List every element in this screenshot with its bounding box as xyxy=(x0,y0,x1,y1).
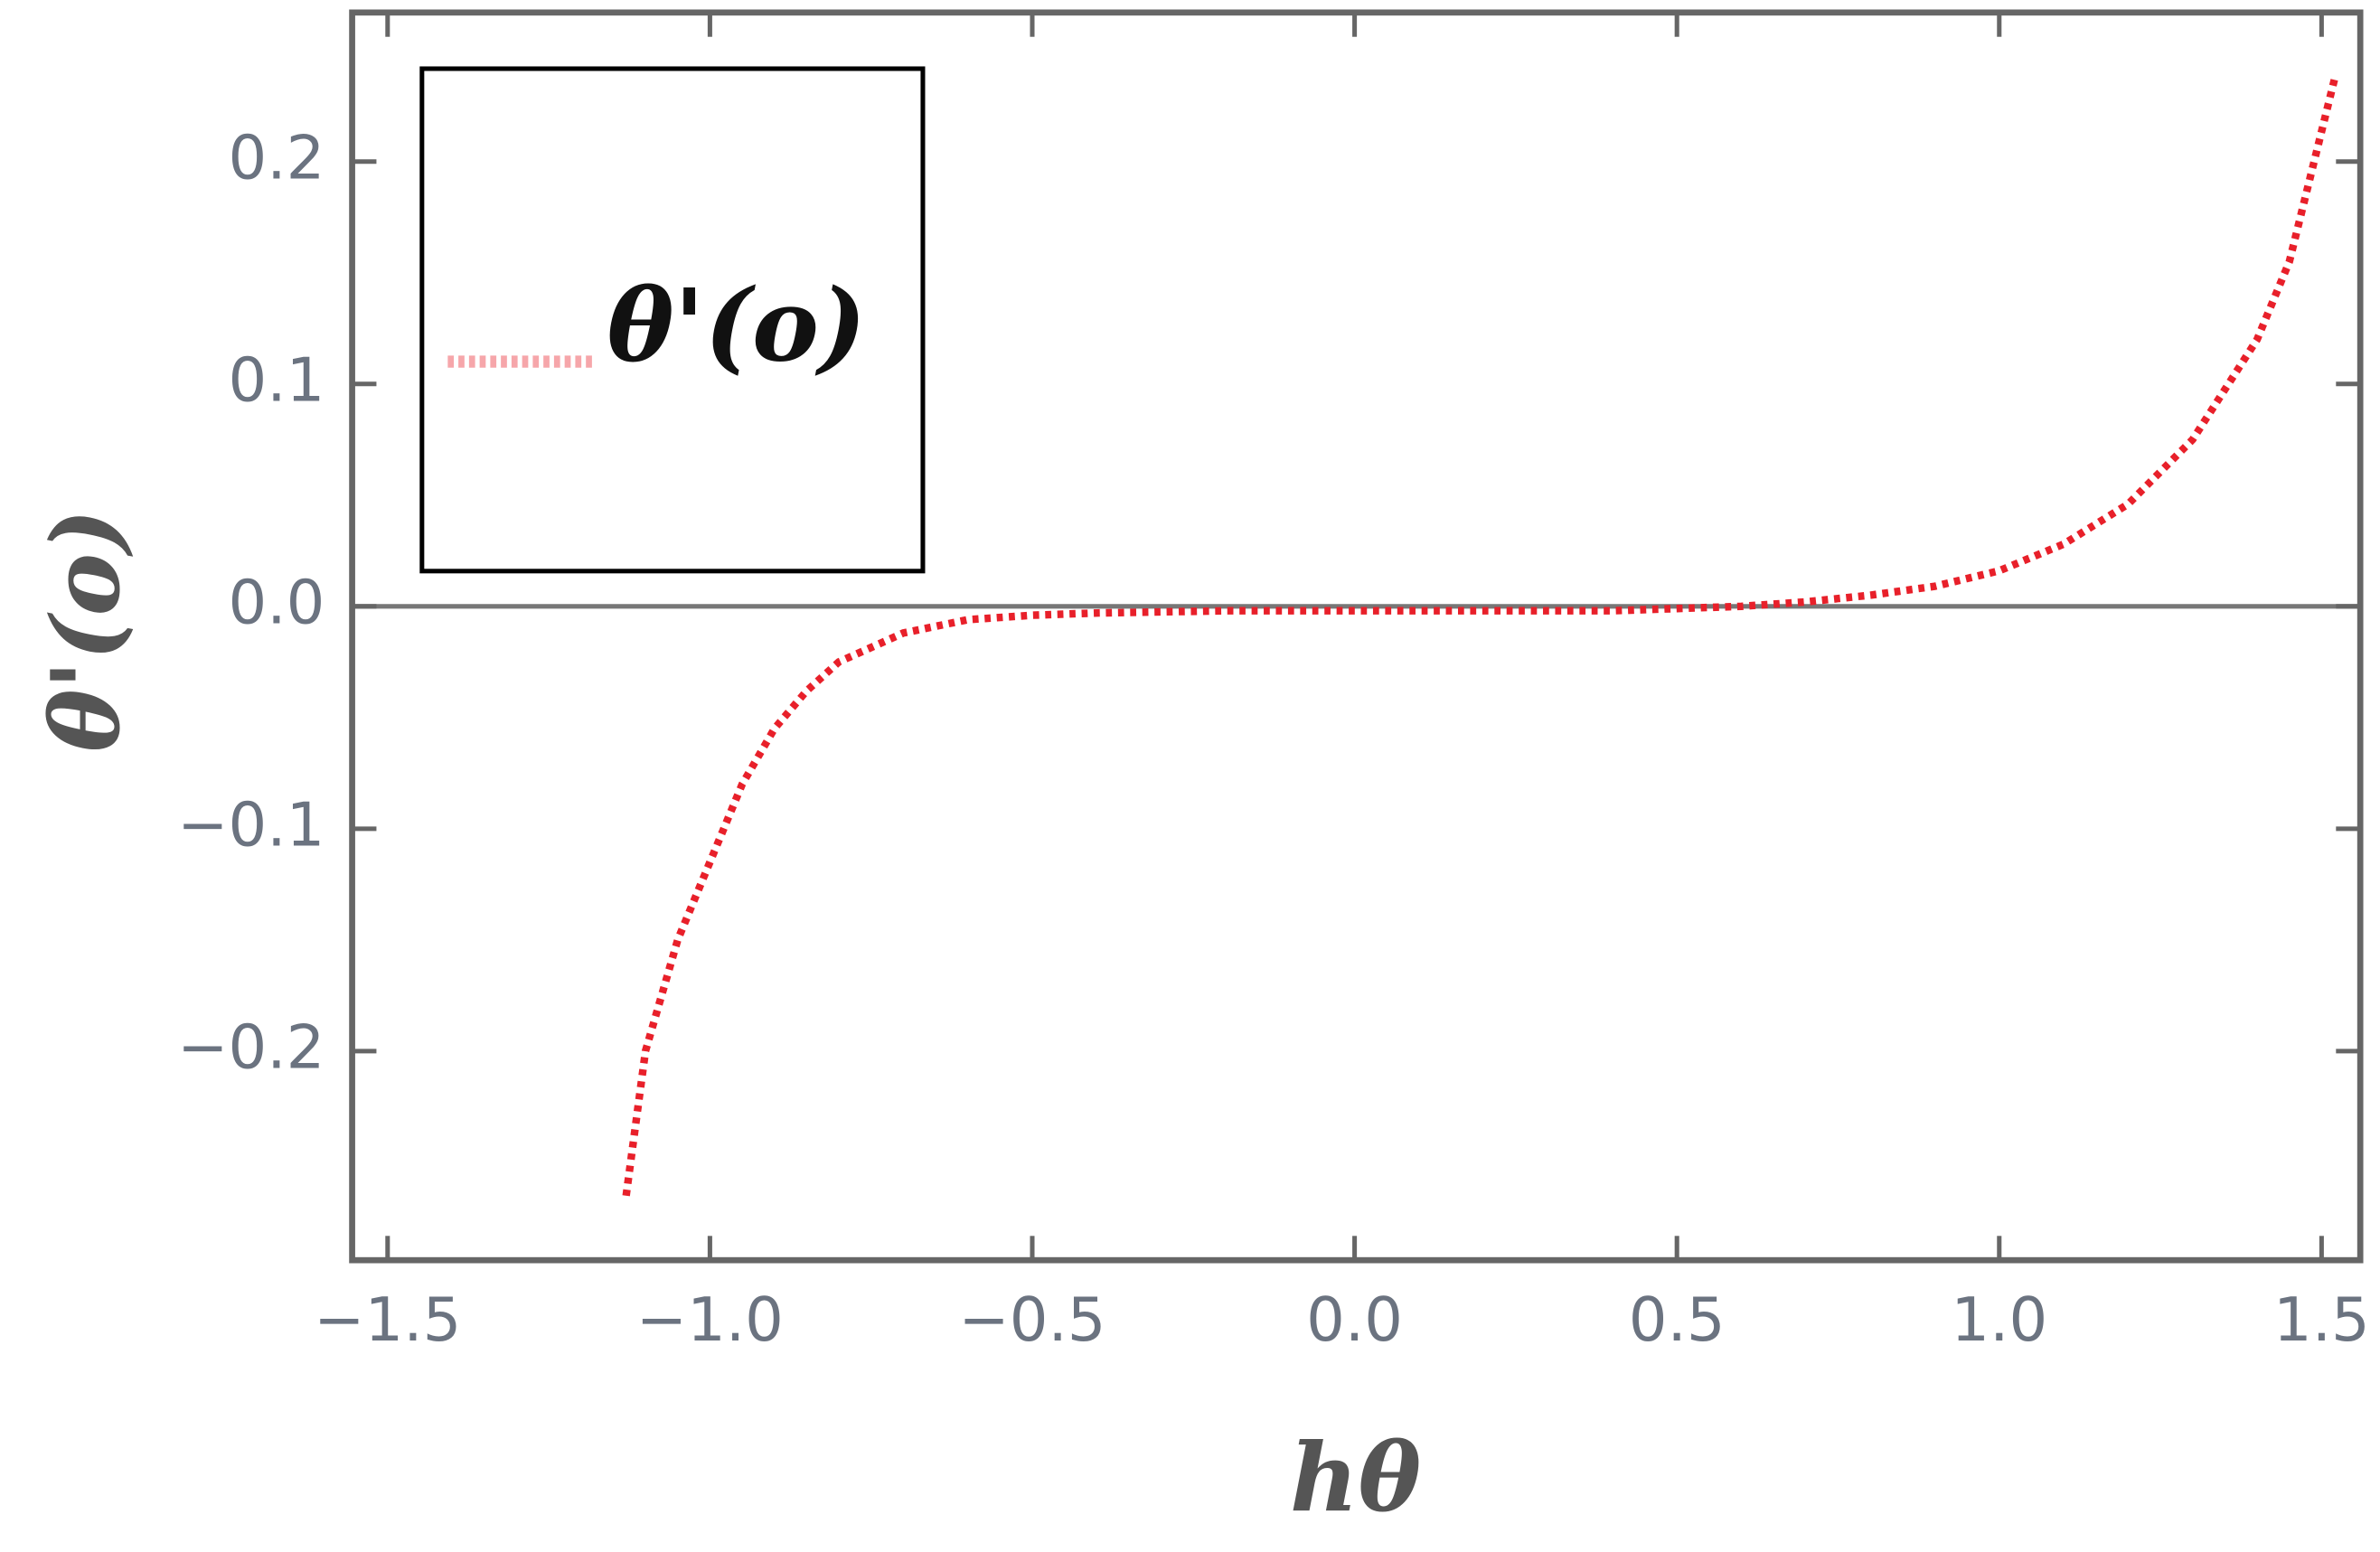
legend: θ'(ο) xyxy=(419,66,926,574)
y-tick-label: 0.0 xyxy=(229,567,325,637)
legend-label: θ'(ο) xyxy=(607,268,867,385)
x-tick-label: 1.5 xyxy=(2273,1284,2370,1355)
x-tick-label: −1.5 xyxy=(314,1284,461,1355)
plot-frame xyxy=(349,9,2364,1264)
y-tick-label: −0.2 xyxy=(177,1011,325,1082)
y-tick-label: −0.1 xyxy=(177,789,325,860)
x-tick-label: −1.0 xyxy=(636,1284,784,1355)
y-tick-label: 0.1 xyxy=(229,344,325,415)
x-tick-label: 1.0 xyxy=(1951,1284,2047,1355)
x-axis-label: hθ xyxy=(1290,1422,1422,1533)
y-axis-label: θ'(ο) xyxy=(30,509,141,752)
y-tick-label: 0.2 xyxy=(229,122,325,193)
x-tick-label: 0.5 xyxy=(1629,1284,1726,1355)
x-tick-label: −0.5 xyxy=(958,1284,1105,1355)
x-tick-label: 0.0 xyxy=(1306,1284,1403,1355)
data-line xyxy=(622,78,2338,1197)
legend-box xyxy=(419,66,926,574)
